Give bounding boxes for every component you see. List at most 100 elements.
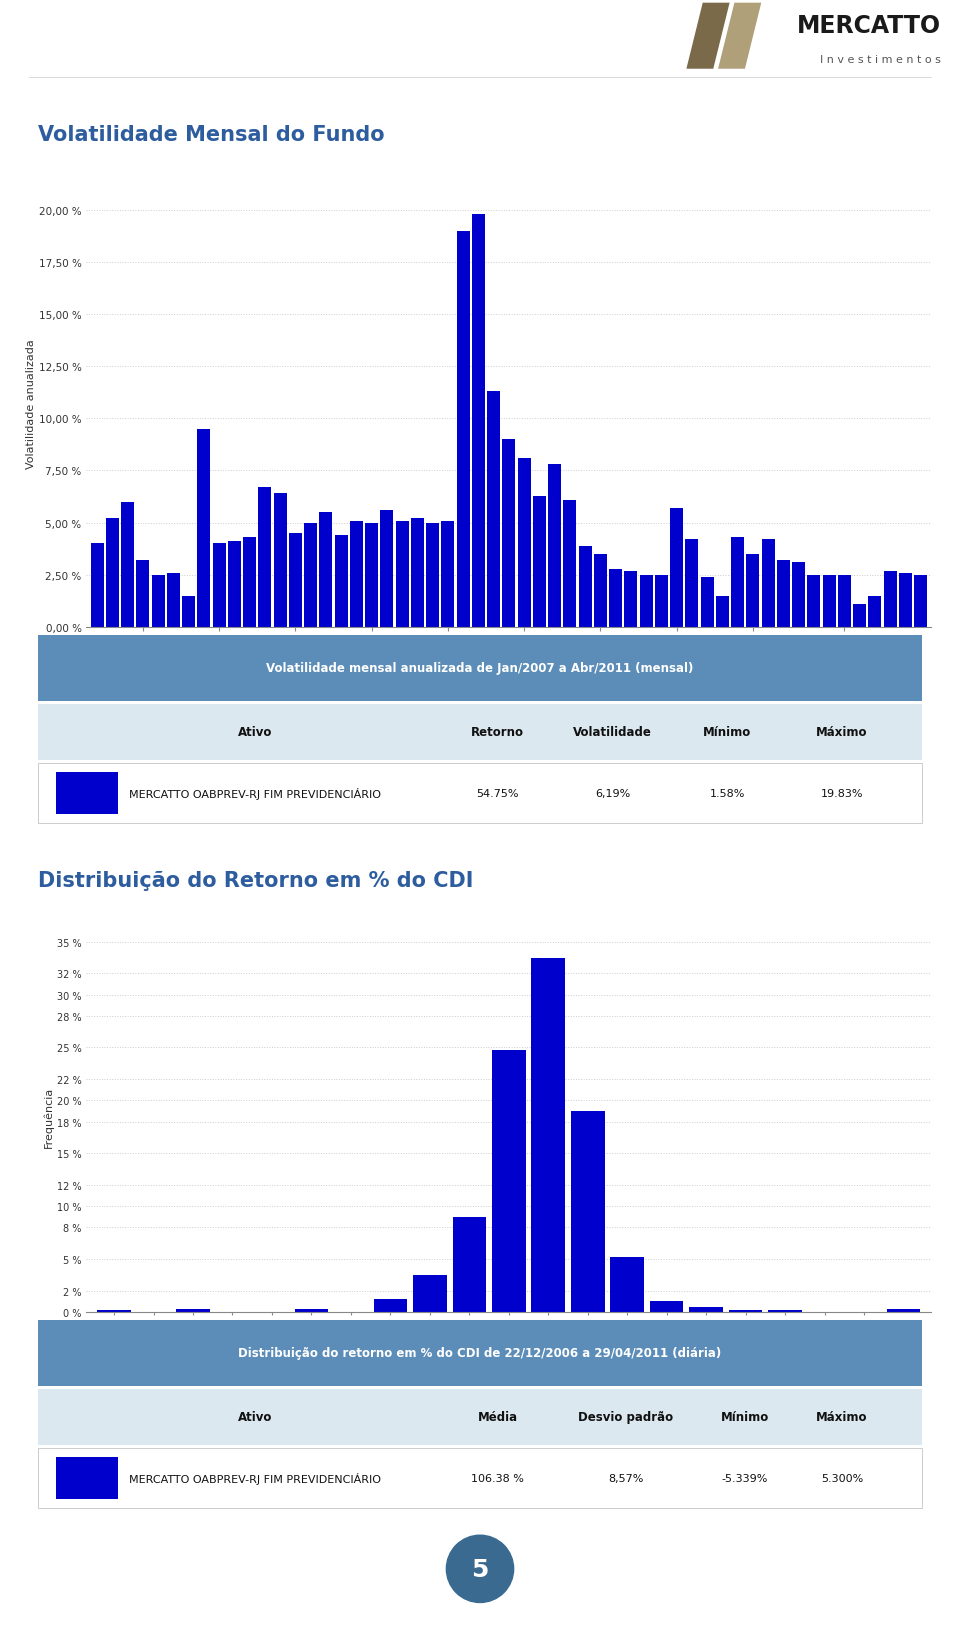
Bar — [564, 500, 576, 628]
Bar — [732, 538, 744, 628]
Bar — [807, 575, 820, 628]
Bar — [452, 1218, 486, 1312]
Bar — [594, 554, 607, 628]
Bar — [487, 391, 500, 628]
Text: 5: 5 — [471, 1557, 489, 1581]
Bar — [90, 544, 104, 628]
Bar — [136, 561, 150, 628]
Text: -5.339%: -5.339% — [722, 1474, 768, 1483]
Bar — [228, 543, 241, 628]
FancyBboxPatch shape — [38, 636, 922, 701]
Bar — [212, 544, 226, 628]
Text: Máximo: Máximo — [816, 1410, 868, 1423]
FancyBboxPatch shape — [38, 1447, 922, 1508]
Bar — [639, 575, 653, 628]
Bar — [121, 502, 134, 628]
Bar — [413, 1275, 446, 1312]
Bar — [609, 569, 622, 628]
Y-axis label: Frequência: Frequência — [43, 1086, 54, 1148]
Bar — [243, 538, 256, 628]
Bar — [532, 958, 565, 1312]
Bar — [502, 440, 516, 628]
Bar — [768, 1311, 802, 1312]
FancyBboxPatch shape — [38, 1389, 922, 1444]
Bar — [792, 562, 805, 628]
Bar — [289, 533, 301, 628]
Bar — [442, 522, 454, 628]
Bar — [685, 540, 698, 628]
Text: Distribuição do retorno em % do CDI de 22/12/2006 a 29/04/2011 (diária): Distribuição do retorno em % do CDI de 2… — [238, 1346, 722, 1359]
Bar — [335, 536, 348, 628]
Bar — [887, 1309, 921, 1312]
Bar — [373, 1299, 407, 1312]
Text: MERCATTO OABPREV-RJ FIM PREVIDENCIÁRIO: MERCATTO OABPREV-RJ FIM PREVIDENCIÁRIO — [129, 1472, 381, 1483]
Bar — [689, 1307, 723, 1312]
Bar — [746, 554, 759, 628]
Circle shape — [446, 1535, 514, 1602]
Bar — [426, 523, 439, 628]
Bar — [579, 546, 591, 628]
Bar — [457, 231, 469, 628]
Text: Mínimo: Mínimo — [703, 725, 752, 738]
Text: Desvio padrão: Desvio padrão — [578, 1410, 673, 1423]
Bar — [106, 518, 119, 628]
Bar — [258, 487, 272, 628]
Bar — [320, 513, 332, 628]
Text: Volatilidade: Volatilidade — [573, 725, 652, 738]
Polygon shape — [718, 3, 761, 70]
Text: Ativo: Ativo — [237, 1410, 272, 1423]
Bar — [611, 1257, 644, 1312]
FancyBboxPatch shape — [56, 1457, 118, 1498]
Bar — [274, 494, 286, 628]
Bar — [304, 523, 317, 628]
Bar — [670, 509, 683, 628]
X-axis label: % do CDI: % do CDI — [483, 1423, 535, 1433]
Text: 6,19%: 6,19% — [595, 789, 630, 799]
Bar — [624, 570, 637, 628]
Bar — [411, 518, 423, 628]
Bar — [650, 1302, 684, 1312]
FancyBboxPatch shape — [38, 1320, 922, 1386]
FancyBboxPatch shape — [56, 773, 118, 813]
Bar — [729, 1311, 762, 1312]
Text: Ativo: Ativo — [237, 725, 272, 738]
Bar — [883, 570, 897, 628]
Bar — [571, 1112, 605, 1312]
Text: I n v e s t i m e n t o s: I n v e s t i m e n t o s — [820, 55, 941, 65]
Bar — [471, 215, 485, 628]
Bar — [716, 597, 729, 628]
Text: 1.58%: 1.58% — [709, 789, 745, 799]
Text: MERCATTO: MERCATTO — [797, 13, 941, 37]
Bar — [655, 575, 668, 628]
Text: Distribuição do Retorno em % do CDI: Distribuição do Retorno em % do CDI — [38, 870, 474, 890]
Bar — [823, 575, 835, 628]
Bar — [295, 1309, 328, 1312]
Text: 54.75%: 54.75% — [476, 789, 519, 799]
Text: 19.83%: 19.83% — [821, 789, 863, 799]
Text: MERCATTO OABPREV-RJ FIM PREVIDENCIÁRIO: MERCATTO OABPREV-RJ FIM PREVIDENCIÁRIO — [129, 787, 381, 799]
Text: Mínimo: Mínimo — [721, 1410, 769, 1423]
Text: Volatilidade mensal anualizada de Jan/2007 a Abr/2011 (mensal): Volatilidade mensal anualizada de Jan/20… — [266, 662, 694, 675]
Text: Máximo: Máximo — [816, 725, 868, 738]
Bar — [517, 458, 531, 628]
Bar — [838, 575, 851, 628]
Bar — [853, 605, 866, 628]
Text: 106.38 %: 106.38 % — [471, 1474, 524, 1483]
Bar — [761, 540, 775, 628]
Text: Média: Média — [478, 1410, 517, 1423]
FancyBboxPatch shape — [38, 704, 922, 760]
Bar — [899, 574, 912, 628]
Bar — [177, 1309, 210, 1312]
Bar — [365, 523, 378, 628]
Text: Retorno: Retorno — [471, 725, 524, 738]
Bar — [380, 510, 394, 628]
Bar — [701, 577, 713, 628]
Text: Volatilidade Mensal do Fundo: Volatilidade Mensal do Fundo — [38, 126, 385, 145]
Text: 8,57%: 8,57% — [608, 1474, 643, 1483]
Bar — [152, 575, 164, 628]
Bar — [533, 496, 546, 628]
Bar — [492, 1050, 525, 1312]
Bar — [198, 429, 210, 628]
Bar — [396, 522, 409, 628]
Y-axis label: Volatilidade anualizada: Volatilidade anualizada — [26, 339, 36, 468]
